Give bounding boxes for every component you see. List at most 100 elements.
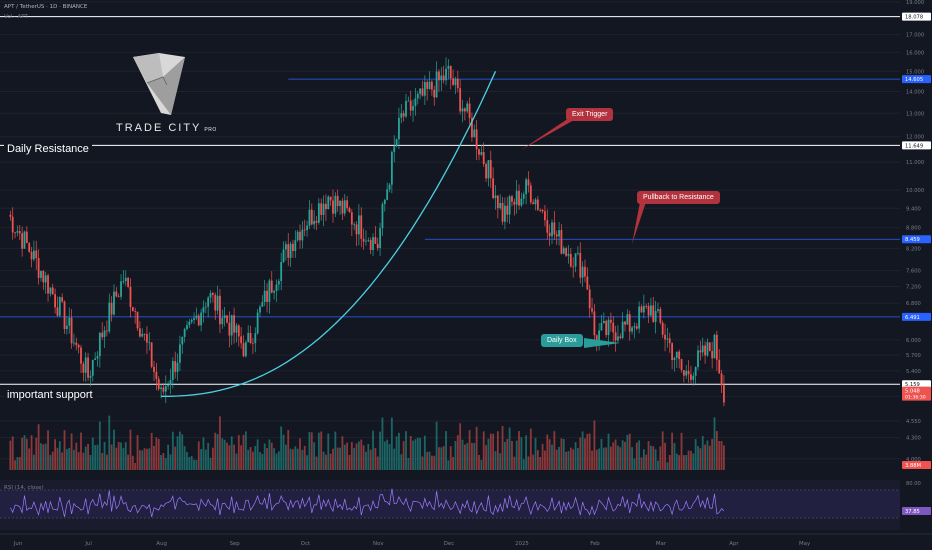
volume-bar [661, 431, 664, 470]
volume-bar [395, 436, 398, 470]
volume-bar [678, 455, 681, 470]
candle-body [657, 309, 659, 311]
candle-body [47, 275, 49, 294]
candle-body [390, 151, 393, 185]
candle-body [68, 317, 71, 326]
volume-bar [708, 445, 711, 470]
candle-body [711, 351, 714, 359]
candle-body [619, 336, 622, 338]
volume-bar [40, 443, 42, 470]
candle-body [306, 225, 308, 231]
candle-body [233, 315, 235, 333]
volume-bar [638, 440, 641, 470]
volume-bar [692, 453, 695, 470]
volume-bar [33, 454, 35, 470]
volume-bar [529, 428, 532, 470]
candle-body [534, 199, 537, 205]
candle-body [303, 229, 306, 231]
volume-bar [223, 439, 226, 470]
volume-bar [600, 438, 603, 470]
volume-bar [9, 440, 12, 470]
volume-bar [682, 455, 685, 470]
candle-body [376, 243, 379, 249]
candle-body [313, 220, 316, 225]
candle-body [174, 361, 177, 372]
volume-bar [482, 431, 485, 470]
candle-body [341, 200, 344, 214]
volume-bar [341, 436, 344, 470]
candle-body [153, 366, 155, 372]
candle-body [219, 295, 221, 325]
volume-bar [47, 430, 49, 470]
volume-bar [659, 446, 662, 470]
volume-bar [675, 453, 678, 470]
candle-body [369, 240, 372, 251]
candle-body [668, 338, 671, 344]
trade-city-logo-icon [133, 53, 185, 115]
candle-body [400, 113, 403, 118]
candle-body [591, 308, 593, 312]
candle-body [713, 334, 716, 359]
volume-bar [475, 426, 478, 470]
volume-bar [209, 457, 212, 470]
price-tick-label: 13.000 [906, 111, 924, 117]
volume-bar [414, 439, 417, 470]
candle-body [416, 93, 419, 99]
volume-bar [553, 431, 556, 470]
candle-body [518, 190, 520, 206]
candle-body [720, 373, 723, 386]
candle-body [492, 178, 495, 199]
pullback-callout: Pullback to Resistance [637, 191, 720, 204]
volume-bar [668, 455, 671, 470]
candle-body [91, 359, 94, 376]
time-tick-label: Nov [373, 541, 384, 547]
candle-body [383, 199, 386, 205]
volume-bar [473, 443, 476, 470]
volume-bar [367, 444, 370, 470]
volume-bar [273, 448, 276, 470]
candle-body [379, 228, 381, 249]
volume-bar [680, 432, 683, 470]
candle-body [63, 301, 66, 330]
time-tick-label: Jul [84, 541, 92, 547]
volume-bar [694, 439, 697, 470]
volume-bar [379, 431, 381, 470]
candle-body [353, 224, 356, 226]
volume-bar [419, 437, 422, 470]
candle-body [134, 311, 137, 312]
volume-bar [461, 439, 464, 470]
rsi-line [10, 488, 725, 517]
volume-bar [360, 439, 363, 470]
volume-bar [569, 447, 572, 470]
candle-body [395, 139, 398, 147]
volume-bar [713, 417, 716, 470]
candle-body [190, 319, 193, 322]
candle-body [595, 335, 598, 342]
volume-bar [508, 427, 511, 470]
price-tick-label: 10.000 [906, 188, 924, 194]
candle-body [75, 342, 78, 345]
volume-bar [157, 438, 160, 470]
volume-bar [181, 434, 184, 470]
level-price-tag [902, 235, 931, 244]
volume-bar [325, 454, 327, 470]
volume-bar [284, 444, 287, 470]
candle-body [645, 305, 648, 307]
candle-body [334, 195, 337, 214]
candle-body [454, 78, 457, 85]
volume-bar [11, 436, 14, 470]
volume-bar [499, 453, 502, 470]
candle-body [393, 146, 396, 152]
volume-bar [607, 433, 610, 470]
candle-body [471, 117, 473, 138]
volume-bar [645, 454, 648, 470]
candle-body [638, 306, 641, 329]
candle-body [605, 320, 608, 336]
price-tick-label: 12.000 [906, 135, 924, 141]
volume-bar [204, 449, 207, 470]
volume-bar [256, 439, 259, 470]
candle-body [357, 215, 360, 235]
candle-body [282, 249, 285, 263]
candle-body [386, 189, 389, 200]
